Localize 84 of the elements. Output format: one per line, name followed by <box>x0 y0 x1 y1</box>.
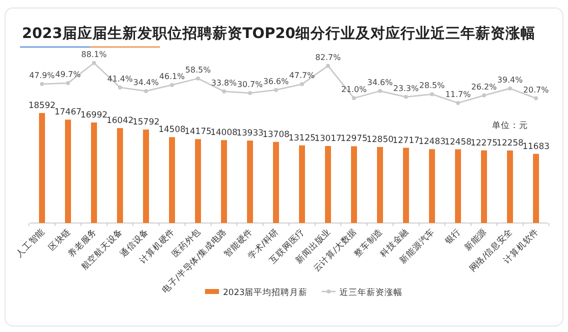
bar <box>325 146 331 223</box>
annotation: 单位：元 <box>492 120 528 131</box>
data-label: 16992 <box>80 110 108 120</box>
point <box>118 85 122 90</box>
point <box>430 92 434 96</box>
bar <box>39 113 45 223</box>
bar <box>351 146 357 223</box>
bar <box>481 150 487 223</box>
bar <box>117 128 123 223</box>
point <box>248 91 252 96</box>
data-label: 13017 <box>314 134 342 144</box>
data-label: 12275 <box>470 138 498 148</box>
legend-label: 近三年薪资涨幅 <box>340 287 403 298</box>
data-label: 41.4% <box>107 74 134 84</box>
point <box>352 96 356 100</box>
data-label: 30.7% <box>237 80 264 90</box>
data-label: 12258 <box>496 138 524 148</box>
point <box>456 101 460 105</box>
data-label: 15792 <box>132 118 160 128</box>
bar <box>65 120 71 223</box>
data-label: 18592 <box>28 101 56 111</box>
data-label: 46.1% <box>159 72 186 81</box>
point <box>92 61 96 65</box>
bar <box>533 154 539 223</box>
data-label: 12483 <box>418 137 446 148</box>
bar <box>377 146 383 223</box>
point <box>300 82 304 86</box>
data-label: 28.5% <box>419 81 446 90</box>
bar <box>247 140 253 223</box>
x-tick-label: 银行 <box>442 226 464 248</box>
bar <box>455 149 461 223</box>
data-label: 11.7% <box>445 90 472 99</box>
point <box>170 82 174 87</box>
data-label: 14508 <box>158 125 186 136</box>
legend-label: 2023届平均招聘月薪 <box>223 287 308 298</box>
bar <box>299 145 305 223</box>
data-label: 88.1% <box>81 50 108 59</box>
data-label: 14008 <box>210 128 238 138</box>
data-label: 33.8% <box>211 78 238 88</box>
point <box>40 82 44 86</box>
data-label: 12975 <box>340 134 368 144</box>
bar <box>195 139 201 223</box>
data-label: 36.6% <box>263 76 290 86</box>
data-label: 39.4% <box>497 75 524 84</box>
data-label: 13933 <box>236 128 264 139</box>
point <box>404 94 408 99</box>
data-label: 34.6% <box>367 78 394 88</box>
data-label: 11683 <box>522 142 550 152</box>
point <box>196 76 200 80</box>
data-label: 82.7% <box>315 52 342 62</box>
data-label: 20.7% <box>523 85 550 94</box>
bar <box>91 122 97 223</box>
data-label: 12717 <box>392 136 420 146</box>
data-label: 47.7% <box>289 71 316 80</box>
bar <box>507 150 513 223</box>
bar <box>169 137 175 223</box>
point <box>326 64 330 68</box>
data-label: 34.4% <box>133 78 160 88</box>
bar <box>273 142 279 223</box>
point <box>534 96 538 100</box>
data-label: 12850 <box>366 134 394 145</box>
chart-title: 2023届应届生新发职位招聘薪资TOP20细分行业及对应行业近三年薪资涨幅 <box>22 24 536 42</box>
bar <box>429 149 435 223</box>
x-tick-label: 人工智能 <box>14 226 48 260</box>
data-label: 21.0% <box>341 85 368 94</box>
bar <box>143 130 149 223</box>
data-label: 58.5% <box>185 65 212 74</box>
bar <box>221 140 227 223</box>
point <box>482 93 486 98</box>
data-label: 14175 <box>184 127 212 138</box>
point <box>274 88 278 92</box>
point <box>66 81 70 86</box>
data-label: 26.2% <box>471 82 498 92</box>
data-label: 49.7% <box>55 70 82 80</box>
data-label: 16042 <box>106 116 134 126</box>
data-label: 13708 <box>262 130 290 140</box>
data-label: 47.9% <box>29 71 56 80</box>
data-label: 17467 <box>54 108 82 118</box>
data-label: 13125 <box>288 133 316 144</box>
point <box>144 89 148 94</box>
data-label: 23.3% <box>393 84 420 93</box>
bar <box>403 148 409 223</box>
point <box>222 89 226 94</box>
data-label: 12458 <box>444 137 472 148</box>
